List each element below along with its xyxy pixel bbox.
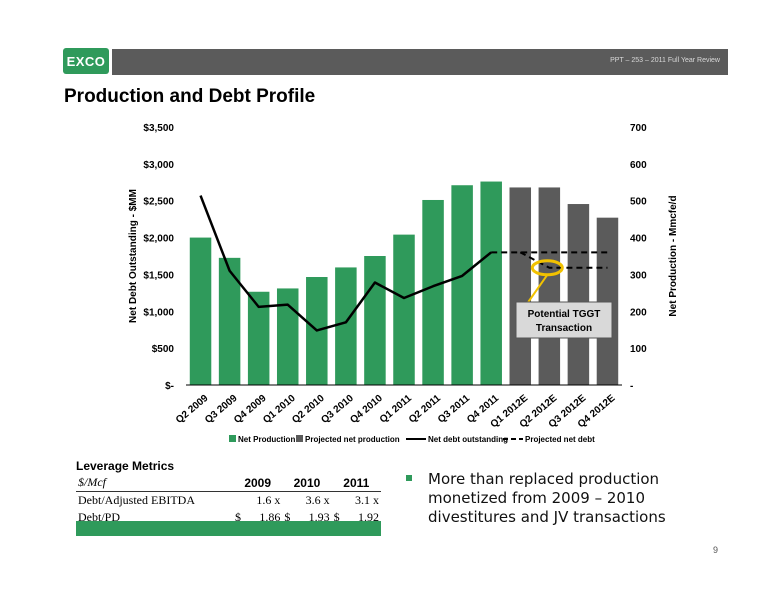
production-bar bbox=[335, 267, 357, 385]
table-cell: $ bbox=[333, 510, 340, 524]
callout-text-line2: Transaction bbox=[536, 323, 592, 334]
net-debt-line bbox=[199, 195, 492, 332]
right-axis-tick-label: - bbox=[630, 381, 633, 392]
category-tick-label: Q4 2010 bbox=[348, 393, 385, 426]
table-cell: 3.1 x bbox=[355, 493, 379, 507]
legend-swatch bbox=[296, 435, 303, 442]
bullet-text: More than replaced production monetized … bbox=[428, 470, 666, 526]
legend-label: Projected net production bbox=[305, 435, 400, 444]
left-axis-tick-label: $- bbox=[165, 381, 174, 392]
table-header-row: $/Mcf 2009 2010 2011 bbox=[76, 474, 381, 492]
table-cell: 1.93 bbox=[308, 510, 330, 524]
table-row: Debt/PD $ 1.86 $ 1.93 $ 1.92 bbox=[76, 509, 381, 526]
table-cell: 1.92 bbox=[358, 510, 379, 524]
callout-box bbox=[515, 301, 613, 339]
legend-label: Net debt outstanding bbox=[428, 435, 508, 444]
leverage-metrics-table: $/Mcf 2009 2010 2011 Debt/Adjusted EBITD… bbox=[76, 474, 381, 526]
header-bar: PPT – 253 – 2011 Full Year Review bbox=[112, 49, 728, 75]
exco-logo: EXCO bbox=[63, 48, 109, 74]
page-title: Production and Debt Profile bbox=[64, 86, 316, 107]
right-axis-label: Net Production - Mmcfe/d bbox=[668, 195, 679, 316]
production-bar bbox=[422, 199, 444, 385]
year-header: 2010 bbox=[282, 474, 332, 492]
table-footer-bar bbox=[76, 521, 381, 536]
table-cell: 3.6 x bbox=[305, 493, 330, 507]
projected-production-bar bbox=[596, 217, 619, 385]
right-axis-tick-label: 700 bbox=[630, 123, 647, 134]
table-cell bbox=[332, 492, 345, 510]
table-cell bbox=[282, 492, 295, 510]
table-cell: $ bbox=[235, 510, 242, 524]
leverage-metrics-title: Leverage Metrics bbox=[76, 459, 175, 473]
production-bar bbox=[393, 234, 415, 385]
production-bar bbox=[218, 257, 241, 385]
production-debt-chart: $3,500 $3,000 $2,500 $2,000 $1,500 $1,000 $500… bbox=[128, 123, 679, 444]
table-cell: $ bbox=[284, 510, 291, 524]
page-number: 9 bbox=[713, 545, 719, 555]
legend-label: Projected net debt bbox=[525, 435, 595, 444]
right-axis-tick-label: 100 bbox=[630, 344, 647, 355]
production-bar bbox=[451, 185, 473, 385]
row-label: Debt/PD bbox=[78, 510, 120, 524]
table-row: Debt/Adjusted EBITDA 1.6 x 3.6 x 3.1 x bbox=[76, 492, 381, 510]
production-bar bbox=[276, 288, 299, 385]
production-bar bbox=[189, 237, 212, 385]
row-label: Debt/Adjusted EBITDA bbox=[78, 493, 195, 507]
bullet-marker bbox=[406, 475, 412, 481]
table-cell: 1.6 x bbox=[256, 493, 281, 507]
unit-label: $/Mcf bbox=[76, 474, 234, 492]
left-axis-tick-label: $1,500 bbox=[143, 270, 174, 281]
right-axis-tick-label: 500 bbox=[630, 197, 647, 208]
production-bar bbox=[480, 181, 502, 385]
projected-production-bar bbox=[538, 187, 561, 385]
right-axis-tick-label: 200 bbox=[630, 307, 647, 318]
header-subtitle: PPT – 253 – 2011 Full Year Review bbox=[610, 57, 720, 64]
left-axis-tick-label: $1,000 bbox=[143, 307, 174, 318]
year-header: 2009 bbox=[233, 474, 283, 492]
left-axis-label: Net Debt Outstanding - $MM bbox=[128, 189, 139, 323]
callout-text-line1: Potential TGGT bbox=[528, 309, 601, 320]
left-axis-tick-label: $2,500 bbox=[143, 197, 174, 208]
left-axis-tick-label: $3,500 bbox=[143, 123, 174, 134]
projected-production-bar bbox=[509, 187, 532, 385]
production-bar bbox=[247, 291, 270, 385]
projected-production-bar bbox=[567, 204, 590, 385]
right-axis-tick-label: 300 bbox=[630, 270, 647, 281]
table-cell bbox=[233, 492, 246, 510]
legend-label: Net Production bbox=[238, 435, 295, 444]
left-axis-tick-label: $500 bbox=[152, 344, 175, 355]
right-axis-tick-label: 400 bbox=[630, 234, 647, 245]
legend-swatch bbox=[229, 435, 236, 442]
production-bar bbox=[364, 256, 386, 385]
callout-connector bbox=[527, 274, 549, 303]
left-axis-tick-label: $2,000 bbox=[143, 234, 174, 245]
table-cell: 1.86 bbox=[259, 510, 281, 524]
left-axis-tick-label: $3,000 bbox=[143, 160, 174, 171]
year-header: 2011 bbox=[331, 474, 381, 492]
right-axis-tick-label: 600 bbox=[630, 160, 647, 171]
